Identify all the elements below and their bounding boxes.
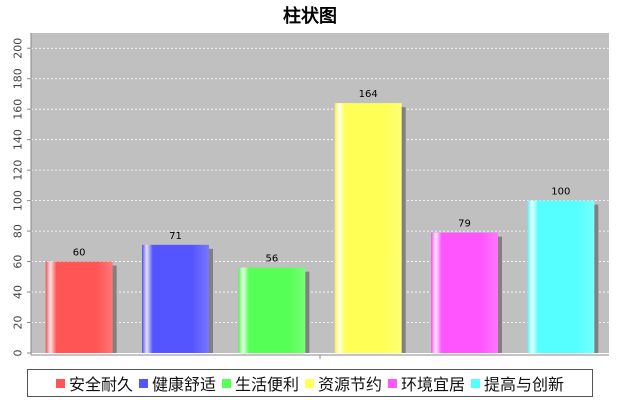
y-tick-label: 200 [12,38,25,59]
bar [45,261,113,353]
bar [142,244,209,353]
legend-item: 环境宜居 [388,371,465,395]
y-tick-label: 40 [12,285,25,299]
bar [238,267,306,353]
bar [527,200,595,353]
legend-label: 提高与创新 [484,375,565,394]
y-tick-label: 160 [12,99,25,120]
bar-value-label: 60 [73,248,86,259]
bar-value-label: 100 [551,187,570,198]
plot-area [31,33,609,353]
y-tick-label: 120 [12,160,25,181]
legend-swatch [221,378,231,388]
y-tick-label: 0 [12,350,25,357]
bar [431,232,498,353]
legend-swatch [55,378,65,388]
legend-label: 生活便利 [234,375,299,394]
bar-value-label: 79 [458,219,471,230]
bar [334,103,402,353]
y-tick-label: 100 [12,190,25,211]
legend-item: 生活便利 [221,371,299,395]
legend-label: 健康舒适 [151,375,216,394]
legend-item: 提高与创新 [471,371,564,395]
legend-swatch [388,378,398,388]
y-tick-label: 80 [12,224,25,238]
bar-value-label: 56 [265,254,278,265]
bar-value-label: 71 [169,231,182,242]
legend-item: 资源节约 [305,371,382,395]
legend-item: 安全耐久 [55,371,133,395]
y-tick-label: 60 [12,255,25,269]
legend-label: 安全耐久 [68,375,133,394]
y-tick-label: 180 [12,68,25,89]
legend-swatch [471,378,481,388]
legend-swatch [138,378,148,388]
legend-item: 健康舒适 [138,371,216,395]
legend-label: 环境宜居 [401,375,466,394]
y-tick-label: 140 [12,129,25,150]
chart-title: 柱状图 [283,6,337,27]
y-tick-label: 20 [12,316,25,330]
legend-swatch [305,378,314,388]
chart-legend: 安全耐久 健康舒适 生活便利 资源节约 环境宜居 提高与创新 [27,369,593,397]
legend-label: 资源节约 [318,375,383,394]
bar-value-label: 164 [359,89,378,100]
